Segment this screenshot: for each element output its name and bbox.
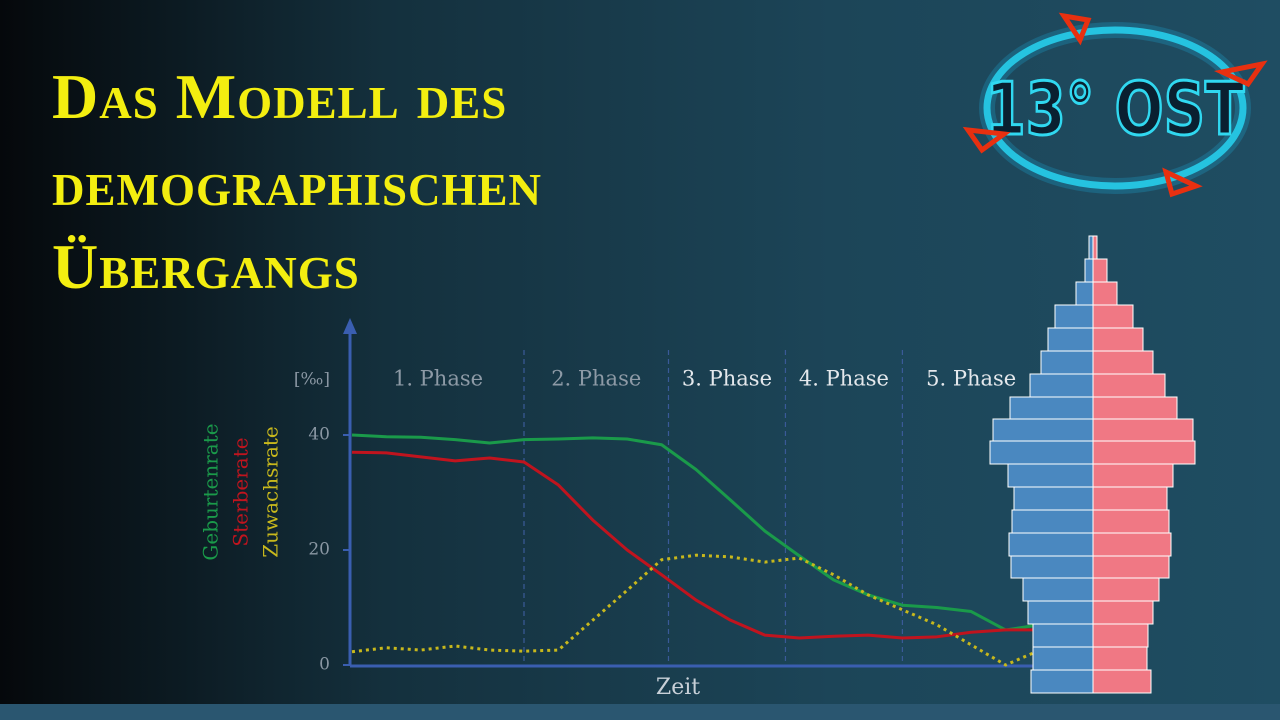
phase-label: 1. Phase: [393, 367, 483, 391]
plot: [‰] Zeit 0 20 40 1. Phase 2. Phase 3. Phase 4.…: [199, 318, 1041, 700]
phase-label: 5. Phase: [926, 367, 1016, 391]
title-line: Übergangs: [52, 231, 360, 302]
phase-label: 4. Phase: [799, 367, 889, 391]
title-line: Das Modell des: [52, 61, 507, 132]
x-axis-label: Zeit: [656, 675, 700, 700]
legend-label: Geburtenrate: [199, 423, 223, 560]
y-axis-arrow: [343, 318, 357, 334]
title-line: demographischen: [52, 148, 542, 219]
logo: 13° OST: [962, 12, 1268, 198]
y-tick-label: 20: [308, 540, 330, 560]
series-line: [351, 553, 1041, 667]
legend-label: Zuwachsrate: [259, 426, 283, 558]
bottom-strip: [0, 704, 1280, 720]
y-tick-label: 0: [319, 655, 330, 675]
phase-label: 3. Phase: [682, 367, 772, 391]
phase-label: 2. Phase: [551, 367, 641, 391]
population-pyramid: [989, 235, 1196, 694]
logo-text: 13° OST: [986, 68, 1245, 152]
series-line: [351, 450, 1040, 640]
series-line: [351, 433, 1041, 632]
y-tick-label: 40: [308, 425, 330, 445]
legend-label: Sterberate: [229, 437, 253, 546]
y-axis-unit: [‰]: [294, 370, 330, 390]
